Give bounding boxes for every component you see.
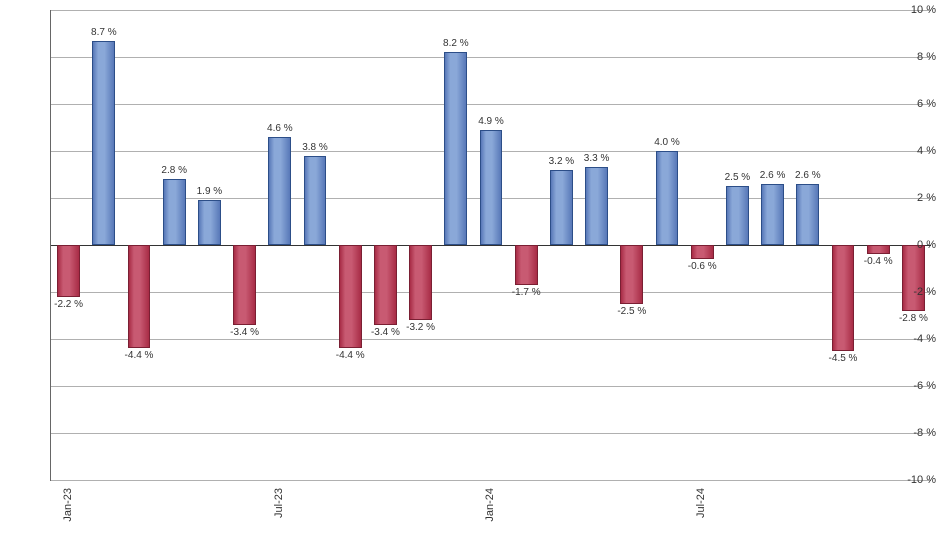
bar-value-label: -4.4 % — [336, 350, 365, 361]
plot-area: -2.2 % 8.7 % -4.4 % 2.8 % 1.9 % -3.4 % 4.6 % 3.… — [50, 10, 931, 481]
zero-line — [51, 245, 931, 246]
bar-value-label: -3.2 % — [406, 322, 435, 333]
bar — [57, 245, 80, 297]
bar-value-label: -4.5 % — [829, 353, 858, 364]
bar-value-label: -2.5 % — [617, 306, 646, 317]
bar-value-label: 2.6 % — [760, 170, 786, 181]
bar-value-label: 3.2 % — [549, 156, 575, 167]
bar-value-label: -3.4 % — [230, 327, 259, 338]
bar — [796, 184, 819, 245]
bar — [304, 156, 327, 245]
gridline — [51, 292, 931, 293]
bar — [620, 245, 643, 304]
bar-value-label: 4.0 % — [654, 137, 680, 148]
bar — [656, 151, 679, 245]
y-tick-label: 6 % — [890, 98, 936, 110]
gridline — [51, 10, 931, 11]
bar-value-label: -0.4 % — [864, 256, 893, 267]
bar — [374, 245, 397, 325]
y-tick-label: -4 % — [890, 333, 936, 345]
bar — [902, 245, 925, 311]
bar-value-label: 2.5 % — [725, 172, 751, 183]
y-tick-label: 4 % — [890, 145, 936, 157]
bar — [233, 245, 256, 325]
bar-value-label: 3.3 % — [584, 153, 610, 164]
y-tick-label: -2 % — [890, 286, 936, 298]
bar-value-label: -4.4 % — [125, 350, 154, 361]
bar — [585, 167, 608, 245]
x-tick-label: Jul-24 — [695, 488, 707, 518]
gridline — [51, 433, 931, 434]
gridline — [51, 57, 931, 58]
bar-value-label: -0.6 % — [688, 261, 717, 272]
gridline — [51, 386, 931, 387]
bar — [515, 245, 538, 285]
bar-value-label: 4.6 % — [267, 123, 293, 134]
bar-value-label: 8.7 % — [91, 27, 117, 38]
bar — [761, 184, 784, 245]
bar-value-label: 2.6 % — [795, 170, 821, 181]
bar — [867, 245, 890, 254]
bar — [92, 41, 115, 245]
y-tick-label: -6 % — [890, 380, 936, 392]
bar — [409, 245, 432, 320]
bar-value-label: -3.4 % — [371, 327, 400, 338]
bar-value-label: -2.2 % — [54, 299, 83, 310]
bar-value-label: -2.8 % — [899, 313, 928, 324]
bar — [550, 170, 573, 245]
bar-value-label: 1.9 % — [197, 186, 223, 197]
bar — [198, 200, 221, 245]
bar — [163, 179, 186, 245]
gridline — [51, 339, 931, 340]
bar — [444, 52, 467, 245]
bar — [832, 245, 855, 351]
bar-value-label: -1.7 % — [512, 287, 541, 298]
x-tick-label: Jul-23 — [273, 488, 285, 518]
bar — [480, 130, 503, 245]
bar — [691, 245, 714, 259]
y-tick-label: 10 % — [890, 4, 936, 16]
bar-value-label: 2.8 % — [161, 165, 187, 176]
bar — [339, 245, 362, 348]
bar — [268, 137, 291, 245]
bar — [726, 186, 749, 245]
bar-value-label: 4.9 % — [478, 116, 504, 127]
bar-value-label: 8.2 % — [443, 38, 469, 49]
gridline — [51, 104, 931, 105]
bar — [128, 245, 151, 348]
y-tick-label: 2 % — [890, 192, 936, 204]
bar-chart: -2.2 % 8.7 % -4.4 % 2.8 % 1.9 % -3.4 % 4.6 % 3.… — [0, 0, 940, 550]
bar-value-label: 3.8 % — [302, 142, 328, 153]
y-tick-label: -8 % — [890, 427, 936, 439]
gridline — [51, 480, 931, 481]
y-tick-label: -10 % — [890, 474, 936, 486]
y-tick-label: 8 % — [890, 51, 936, 63]
x-tick-label: Jan-23 — [62, 488, 74, 522]
x-tick-label: Jan-24 — [484, 488, 496, 522]
y-tick-label: 0 % — [890, 239, 936, 251]
